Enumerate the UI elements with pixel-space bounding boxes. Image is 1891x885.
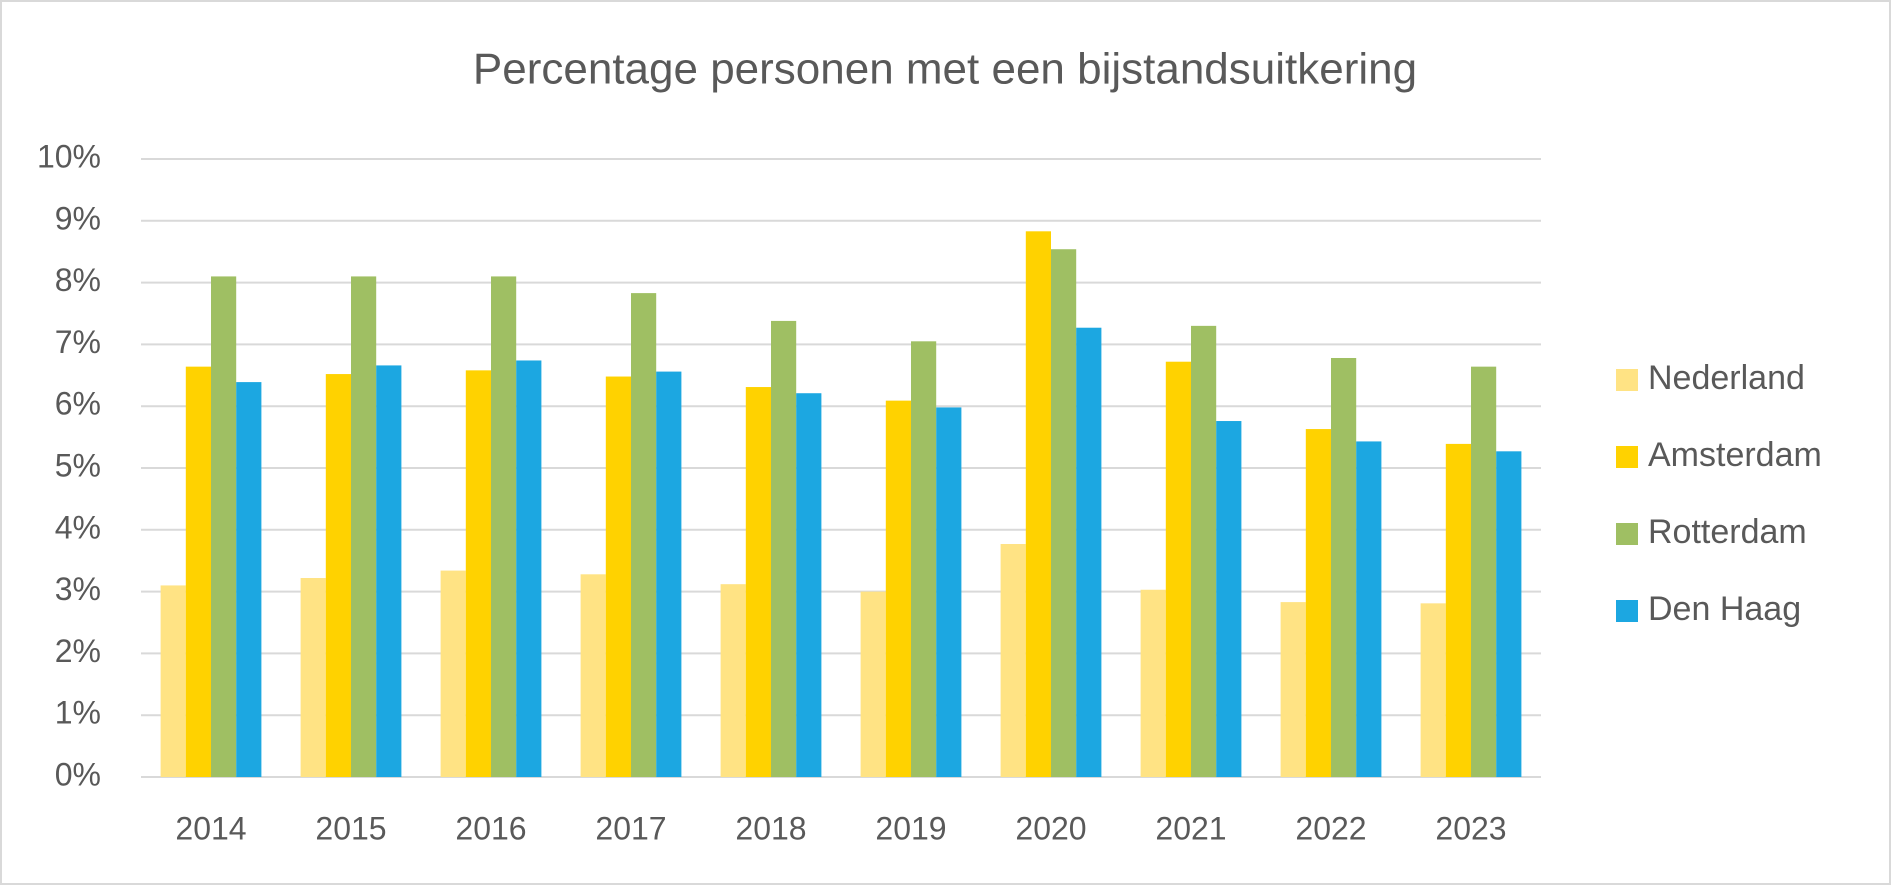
bar [1280, 602, 1306, 777]
bar [936, 407, 962, 777]
x-tick-label: 2015 [315, 810, 386, 846]
bar [1356, 441, 1382, 777]
y-tick-label: 1% [55, 695, 101, 731]
bar [1165, 361, 1191, 777]
bar [300, 578, 326, 777]
bar [1331, 357, 1357, 777]
x-tick-label: 2014 [175, 810, 246, 846]
bar [185, 366, 211, 777]
bar [325, 374, 351, 777]
bar [491, 276, 517, 777]
bar [1216, 421, 1242, 777]
bar [720, 584, 746, 777]
bar [236, 382, 262, 777]
y-tick-label: 8% [55, 262, 101, 298]
chart-title: Percentage personen met een bijstandsuit… [473, 45, 1417, 94]
bar [376, 365, 402, 777]
bar [656, 371, 682, 777]
bar [605, 376, 631, 777]
x-tick-label: 2016 [455, 810, 526, 846]
legend-label: Rotterdam [1648, 513, 1807, 551]
x-tick-label: 2021 [1155, 810, 1226, 846]
legend-swatch [1616, 600, 1638, 622]
x-tick-label: 2023 [1435, 810, 1506, 846]
x-tick-label: 2019 [875, 810, 946, 846]
bar [1471, 366, 1497, 777]
bar [1076, 327, 1102, 777]
bar [440, 570, 466, 777]
bar [860, 591, 886, 777]
legend-label: Amsterdam [1648, 436, 1822, 474]
bar [1496, 451, 1522, 777]
bar [516, 360, 542, 777]
y-tick-label: 4% [55, 509, 101, 545]
bar [771, 320, 797, 777]
y-tick-label: 10% [37, 138, 101, 174]
bar [1140, 589, 1166, 777]
bar [911, 341, 937, 777]
bar [160, 585, 186, 777]
bar [351, 276, 377, 777]
bar [885, 400, 911, 777]
bar [1305, 429, 1331, 777]
bar [1025, 231, 1051, 777]
bar [1420, 603, 1446, 777]
y-tick-label: 7% [55, 324, 101, 360]
x-tick-label: 2017 [595, 810, 666, 846]
bar [631, 293, 657, 777]
legend-swatch [1616, 369, 1638, 391]
bar [1445, 443, 1471, 777]
bar [211, 276, 237, 777]
y-tick-label: 6% [55, 386, 101, 422]
bar [580, 574, 606, 777]
y-tick-label: 2% [55, 633, 101, 669]
y-tick-label: 3% [55, 571, 101, 607]
bar [465, 370, 491, 777]
x-tick-label: 2020 [1015, 810, 1086, 846]
bar [796, 393, 822, 777]
legend-label: Nederland [1648, 359, 1805, 397]
bar [1191, 325, 1217, 777]
y-tick-label: 5% [55, 447, 101, 483]
bar [1000, 544, 1026, 777]
x-tick-label: 2022 [1295, 810, 1366, 846]
legend-swatch [1616, 523, 1638, 545]
y-tick-label: 9% [55, 200, 101, 236]
legend-swatch [1616, 446, 1638, 468]
y-tick-label: 0% [55, 756, 101, 792]
x-tick-label: 2018 [735, 810, 806, 846]
bar [745, 387, 771, 777]
legend-label: Den Haag [1648, 590, 1801, 628]
bar [1051, 249, 1077, 777]
